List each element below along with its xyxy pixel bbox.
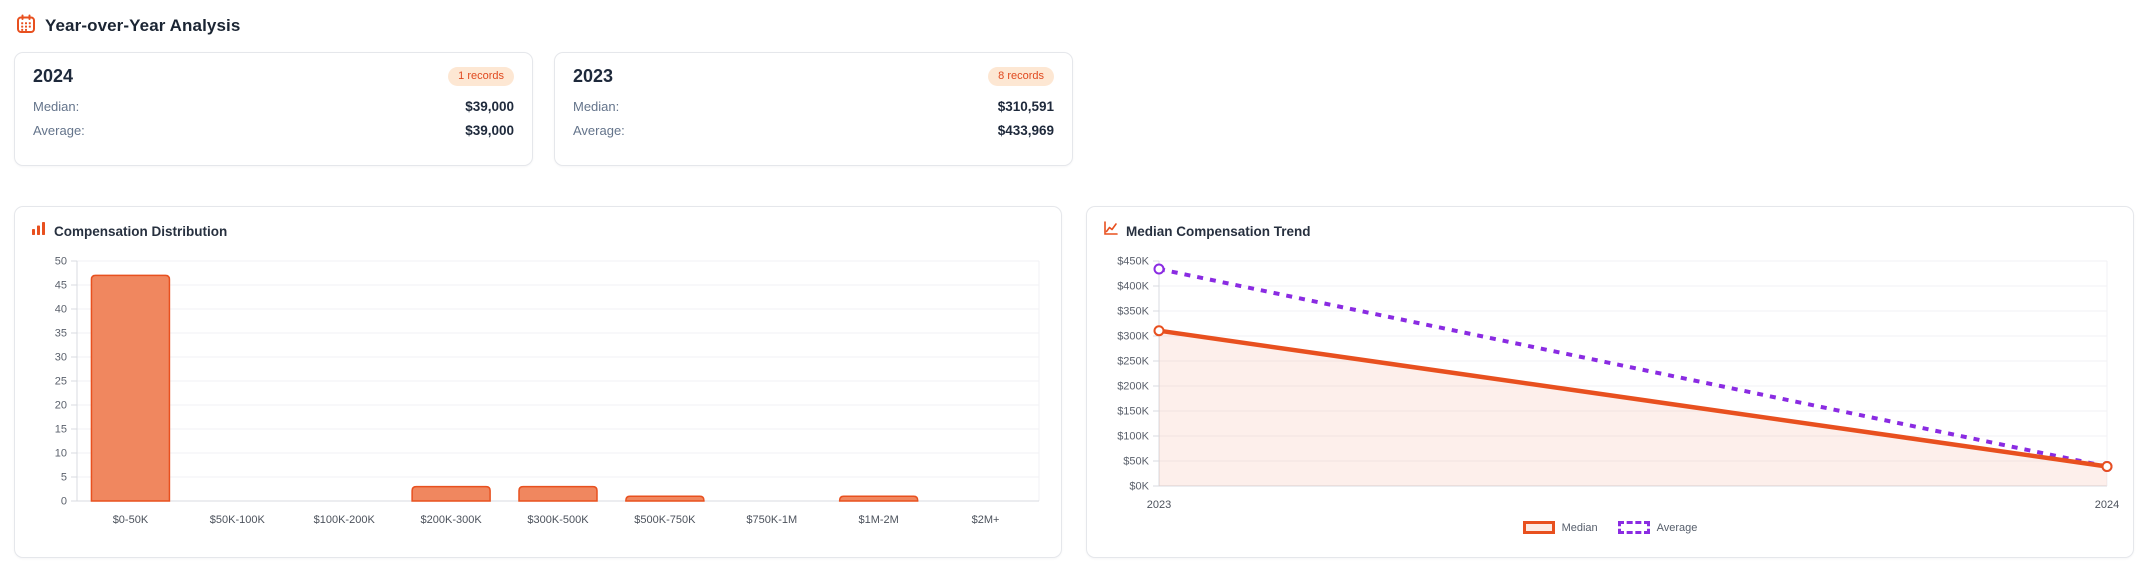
svg-text:$100K: $100K xyxy=(1117,431,1149,443)
average-label: Average: xyxy=(573,123,625,138)
year-stats-row: 2024 1 records Median: $39,000 Average: … xyxy=(14,52,2134,166)
stat-card-2024: 2024 1 records Median: $39,000 Average: … xyxy=(14,52,533,166)
average-swatch xyxy=(1617,521,1650,534)
svg-text:$500K-750K: $500K-750K xyxy=(634,514,696,526)
charts-row: Compensation Distribution 0 5 10 15 20 25 30 35… xyxy=(14,206,2134,558)
median-swatch xyxy=(1522,521,1555,534)
svg-text:2024: 2024 xyxy=(2095,499,2119,511)
legend-label: Median xyxy=(1561,521,1598,534)
svg-text:40: 40 xyxy=(55,304,67,316)
svg-text:$0-50K: $0-50K xyxy=(113,514,149,526)
svg-text:$350K: $350K xyxy=(1117,306,1149,318)
compensation-distribution-card: Compensation Distribution 0 5 10 15 20 25 30 35… xyxy=(14,206,1062,558)
svg-text:2023: 2023 xyxy=(1147,499,1171,511)
svg-text:25: 25 xyxy=(55,376,67,388)
svg-text:5: 5 xyxy=(61,472,67,484)
svg-text:$300K: $300K xyxy=(1117,331,1149,343)
legend-item-median: Median xyxy=(1522,521,1598,534)
svg-text:$300K-500K: $300K-500K xyxy=(527,514,589,526)
svg-text:$400K: $400K xyxy=(1117,281,1149,293)
svg-text:20: 20 xyxy=(55,400,67,412)
median-value: $310,591 xyxy=(997,99,1054,114)
bar-chart-icon xyxy=(31,221,46,241)
chart-title: Compensation Distribution xyxy=(54,223,228,239)
svg-text:$250K: $250K xyxy=(1117,356,1149,368)
svg-text:$100K-200K: $100K-200K xyxy=(314,514,376,526)
bar-chart-svg: 0 5 10 15 20 25 30 35 40 45 50 $0-50K $50K-100K $100K… xyxy=(55,256,1040,526)
median-label: Median: xyxy=(573,99,620,114)
median-trend-card: Median Compensation Trend $0K $50K $100K $1… xyxy=(1086,206,2134,558)
calendar-icon xyxy=(16,14,36,39)
median-label: Median: xyxy=(33,99,80,114)
svg-text:45: 45 xyxy=(55,280,67,292)
chart-title: Median Compensation Trend xyxy=(1126,223,1311,239)
svg-text:30: 30 xyxy=(55,352,67,364)
median-row: Median: $39,000 xyxy=(33,99,514,114)
line-chart-icon xyxy=(1103,221,1118,241)
average-value: $39,000 xyxy=(465,123,514,138)
records-badge: 1 records xyxy=(448,67,514,86)
svg-text:$200K: $200K xyxy=(1117,381,1149,393)
median-value: $39,000 xyxy=(465,99,514,114)
stat-card-2023: 2023 8 records Median: $310,591 Average:… xyxy=(554,52,1073,166)
average-row: Average: $433,969 xyxy=(573,123,1054,138)
svg-text:0: 0 xyxy=(61,496,67,508)
records-badge: 8 records xyxy=(988,67,1054,86)
svg-text:$200K-300K: $200K-300K xyxy=(421,514,483,526)
average-value: $433,969 xyxy=(997,123,1054,138)
svg-text:10: 10 xyxy=(55,448,67,460)
svg-text:$450K: $450K xyxy=(1117,256,1149,268)
average-label: Average: xyxy=(33,123,85,138)
svg-text:$1M-2M: $1M-2M xyxy=(858,514,898,526)
svg-text:$50K-100K: $50K-100K xyxy=(210,514,266,526)
average-row: Average: $39,000 xyxy=(33,123,514,138)
page-header: Year-over-Year Analysis xyxy=(16,14,2134,38)
page-title: Year-over-Year Analysis xyxy=(45,16,241,35)
legend-label: Average xyxy=(1656,521,1698,534)
chart-legend: Median Average xyxy=(1103,521,2117,534)
median-row: Median: $310,591 xyxy=(573,99,1054,114)
stat-year: 2023 xyxy=(573,66,614,86)
svg-text:15: 15 xyxy=(55,424,67,436)
svg-text:50: 50 xyxy=(55,256,67,268)
svg-text:$0K: $0K xyxy=(1129,481,1149,493)
svg-text:35: 35 xyxy=(55,328,67,340)
stat-year: 2024 xyxy=(33,66,74,86)
legend-item-average: Average xyxy=(1617,521,1698,534)
svg-text:$750K-1M: $750K-1M xyxy=(746,514,797,526)
svg-text:$50K: $50K xyxy=(1123,456,1149,468)
line-chart-svg: $0K $50K $100K $150K $200K $250K $300K $350K $40… xyxy=(1117,256,2119,512)
svg-text:$150K: $150K xyxy=(1117,406,1149,418)
svg-text:$2M+: $2M+ xyxy=(972,514,1000,526)
